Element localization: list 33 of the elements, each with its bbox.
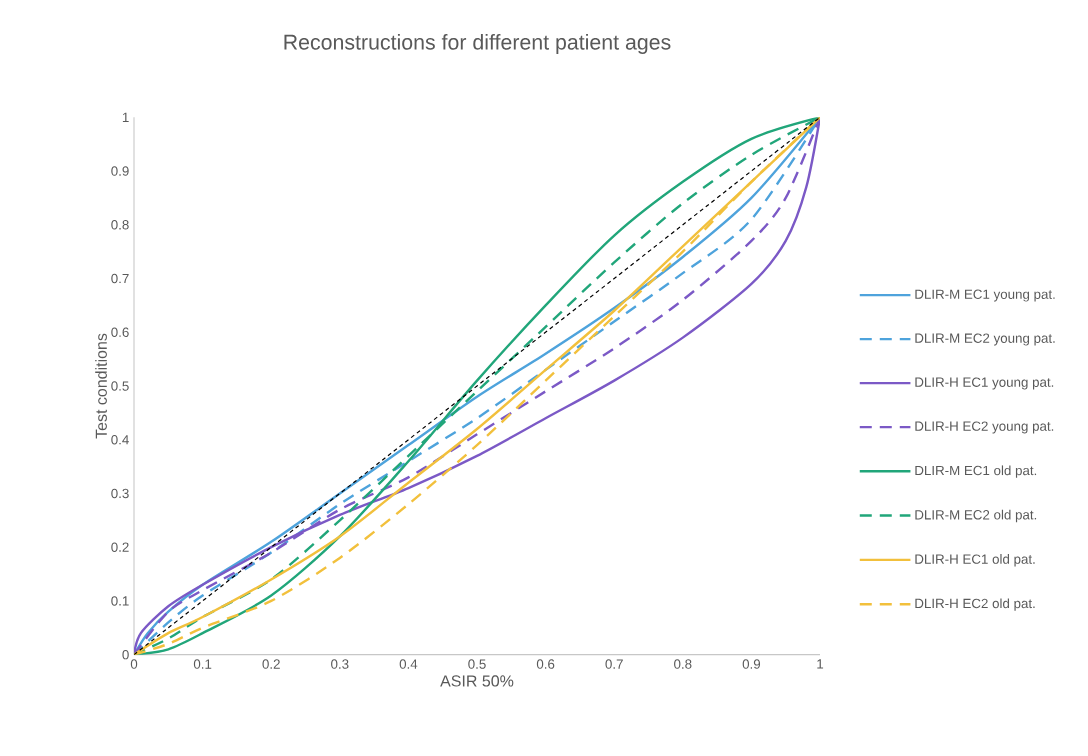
x-tick-label: 0.2 [262, 659, 280, 669]
legend-label: DLIR-H EC1 old pat. [915, 554, 1035, 567]
x-axis-title: ASIR 50% [440, 675, 514, 687]
x-tick-label: 0.6 [536, 659, 555, 669]
y-tick-label: 0.6 [111, 327, 129, 337]
x-tick-label: 0.5 [468, 659, 486, 669]
y-tick-label: 0.4 [111, 435, 129, 445]
legend-label: DLIR-M EC1 young pat. [915, 289, 1055, 302]
y-tick-label: 0.2 [111, 542, 129, 552]
x-tick-label: 0.7 [605, 659, 623, 669]
legend-label: DLIR-H EC2 young pat. [915, 421, 1054, 434]
legend-label: DLIR-M EC2 old pat. [915, 509, 1037, 523]
legend-label: DLIR-H EC2 old pat. [915, 598, 1035, 611]
x-tick-label: 1 [817, 659, 824, 669]
x-tick-label: 0.3 [331, 659, 349, 669]
x-tick-label: 0.8 [674, 659, 692, 669]
x-tick-label: 0 [130, 659, 138, 669]
y-tick-label: 0.3 [111, 488, 129, 499]
y-axis-title: Test conditions [95, 333, 107, 439]
x-tick-label: 0.4 [399, 659, 418, 669]
legend-label: DLIR-M EC2 young pat. [915, 333, 1055, 346]
x-tick-label: 0.1 [193, 659, 212, 669]
x-tick-label: 0.9 [742, 659, 761, 669]
chart-title: Reconstructions for different patient ages [284, 34, 671, 54]
y-tick-label: 0.8 [111, 220, 129, 230]
y-tick-label: 1 [122, 112, 129, 122]
y-tick-label: 0 [122, 649, 129, 660]
legend-label: DLIR-M EC1 old pat. [915, 465, 1037, 478]
y-tick-label: 0.1 [111, 596, 129, 606]
legend-label: DLIR-H EC1 young pat. [915, 377, 1054, 390]
y-tick-label: 0.9 [111, 166, 129, 176]
y-tick-label: 0.7 [111, 273, 129, 284]
y-tick-label: 0.5 [111, 381, 129, 391]
